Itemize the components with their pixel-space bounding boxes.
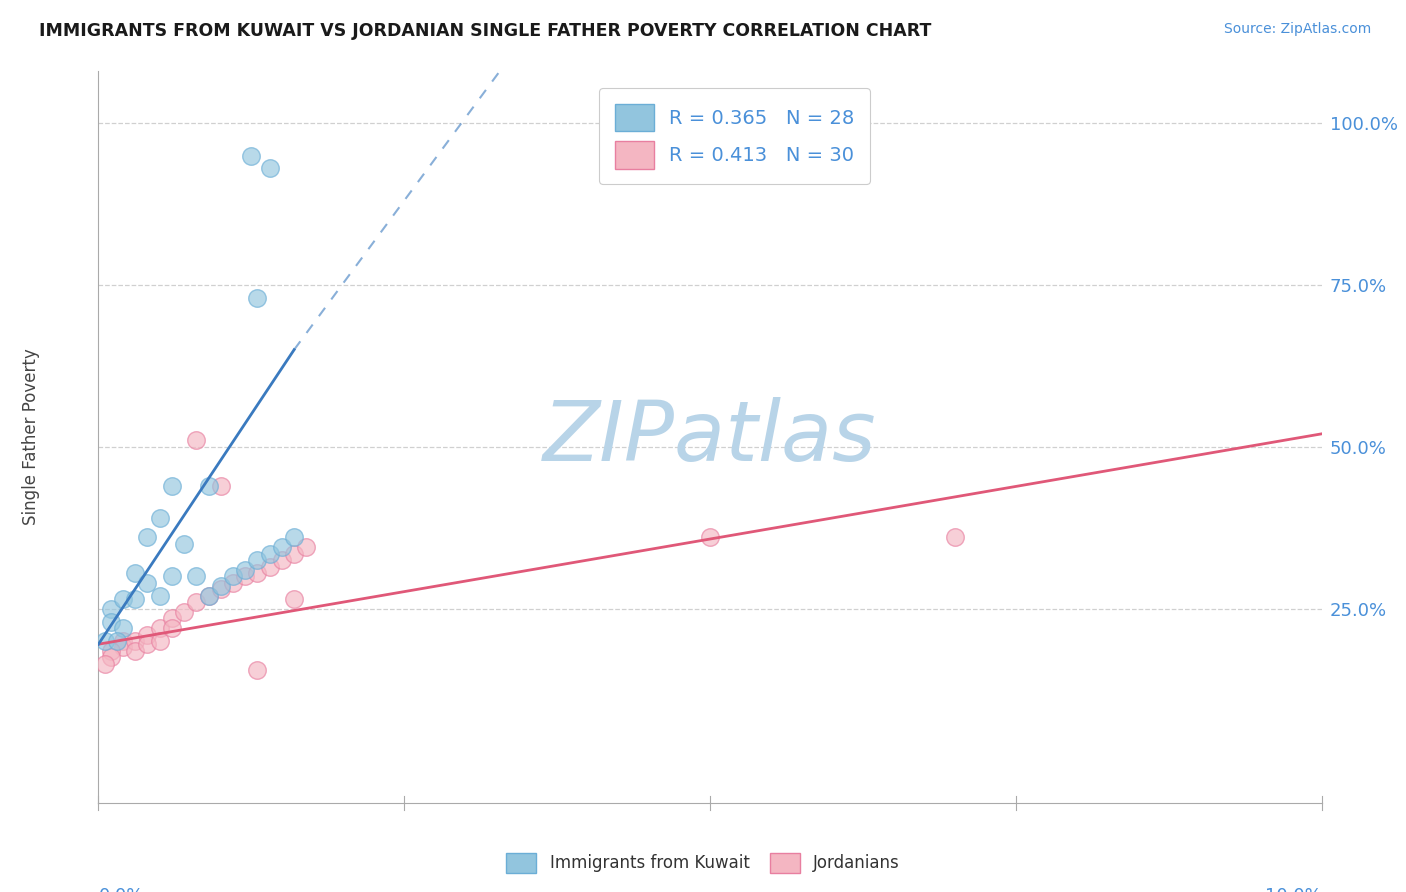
Legend: Immigrants from Kuwait, Jordanians: Immigrants from Kuwait, Jordanians: [499, 847, 907, 880]
Point: [124, 643, 146, 657]
Point: [93, 634, 115, 648]
Point: [283, 530, 305, 544]
Point: [136, 575, 159, 590]
Point: [160, 611, 183, 625]
Point: [699, 530, 721, 544]
Point: [173, 605, 195, 619]
Text: 10.0%: 10.0%: [1265, 887, 1322, 892]
Point: [186, 569, 208, 583]
Point: [111, 640, 134, 655]
Point: [186, 595, 208, 609]
Point: [283, 591, 305, 606]
Point: [173, 537, 195, 551]
Point: [124, 591, 146, 606]
Point: [197, 478, 219, 492]
Point: [149, 634, 172, 648]
Point: [209, 478, 232, 492]
Point: [93, 657, 115, 671]
Point: [197, 589, 219, 603]
Point: [283, 547, 305, 561]
Point: [246, 663, 269, 677]
Point: [240, 148, 263, 162]
Text: Source: ZipAtlas.com: Source: ZipAtlas.com: [1223, 22, 1371, 37]
Point: [111, 621, 134, 635]
Point: [233, 563, 256, 577]
Point: [197, 589, 219, 603]
Point: [160, 478, 183, 492]
Point: [124, 566, 146, 580]
Point: [222, 569, 245, 583]
Point: [270, 540, 292, 554]
Point: [246, 553, 269, 567]
Point: [246, 566, 269, 580]
Point: [124, 634, 146, 648]
Point: [105, 634, 128, 648]
Point: [222, 575, 245, 590]
Point: [233, 569, 256, 583]
Point: [295, 540, 318, 554]
Point: [186, 434, 208, 448]
Point: [136, 530, 159, 544]
Point: [100, 601, 122, 615]
Point: [259, 161, 281, 176]
Point: [270, 553, 292, 567]
Point: [160, 569, 183, 583]
Point: [100, 643, 122, 657]
Legend: R = 0.365   N = 28, R = 0.413   N = 30: R = 0.365 N = 28, R = 0.413 N = 30: [599, 88, 870, 185]
Point: [149, 589, 172, 603]
Point: [136, 637, 159, 651]
Text: Single Father Poverty: Single Father Poverty: [22, 349, 41, 525]
Text: 0.0%: 0.0%: [98, 887, 143, 892]
Point: [209, 582, 232, 597]
Point: [943, 530, 966, 544]
Point: [246, 291, 269, 305]
Point: [136, 627, 159, 641]
Point: [149, 621, 172, 635]
Point: [259, 547, 281, 561]
Text: IMMIGRANTS FROM KUWAIT VS JORDANIAN SINGLE FATHER POVERTY CORRELATION CHART: IMMIGRANTS FROM KUWAIT VS JORDANIAN SING…: [39, 22, 932, 40]
Point: [100, 650, 122, 665]
Point: [111, 634, 134, 648]
Text: ZIPatlas: ZIPatlas: [543, 397, 877, 477]
Point: [160, 621, 183, 635]
Point: [259, 559, 281, 574]
Point: [100, 615, 122, 629]
Point: [111, 591, 134, 606]
Point: [149, 511, 172, 525]
Point: [209, 579, 232, 593]
